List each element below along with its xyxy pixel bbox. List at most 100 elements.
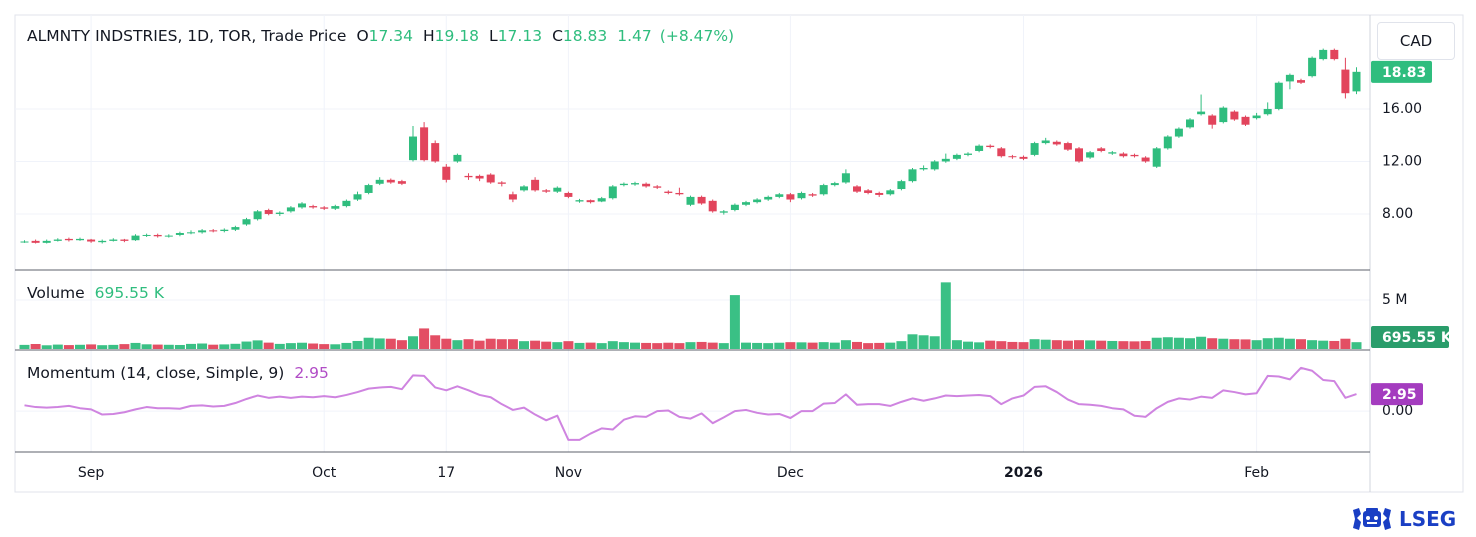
- volume-bar: [252, 340, 263, 349]
- candle-body: [1152, 148, 1161, 167]
- y-tick-label: 0.00: [1382, 403, 1413, 419]
- volume-bar: [463, 339, 474, 349]
- volume-bar: [396, 340, 407, 349]
- volume-bar: [863, 343, 874, 349]
- candle-body: [797, 192, 806, 199]
- candle-body: [442, 166, 451, 180]
- candle-body: [597, 198, 606, 202]
- candle-body: [575, 200, 584, 202]
- ohlc-value: 17.13: [497, 27, 543, 45]
- marks: [19, 48, 1362, 441]
- volume-bar: [1284, 338, 1295, 349]
- ohlc-letter: L: [489, 27, 498, 45]
- candle-body: [198, 230, 207, 233]
- volume-bar: [852, 341, 862, 349]
- x-tick-label: Oct: [312, 465, 337, 481]
- candle-body: [497, 182, 506, 184]
- candle-body: [286, 207, 295, 212]
- volume-bar: [840, 340, 851, 349]
- candle-body: [1086, 152, 1095, 158]
- volume-bar: [274, 343, 285, 349]
- candle-body: [164, 235, 173, 237]
- candle-body: [187, 232, 195, 234]
- volume-bar: [641, 342, 652, 349]
- momentum-title: Momentum (14, close, Simple, 9): [27, 364, 285, 382]
- candle-body: [997, 148, 1006, 157]
- candle-body: [1330, 49, 1339, 60]
- y-tick-label: 5 M: [1382, 292, 1407, 308]
- candle-body: [131, 235, 140, 241]
- candle-body: [386, 179, 395, 183]
- volume-bar: [674, 343, 685, 349]
- candle-body: [1219, 107, 1228, 123]
- candle-body: [819, 185, 828, 195]
- candle-body: [64, 238, 73, 241]
- logo: LSEG: [1351, 506, 1456, 532]
- candle-body: [1308, 57, 1317, 77]
- candle-body: [1130, 154, 1139, 157]
- candle-body: [420, 127, 429, 161]
- candle-body: [764, 196, 773, 200]
- volume-bar: [618, 342, 629, 349]
- ohlc-letter: H: [423, 27, 435, 45]
- volume-bar: [574, 342, 585, 349]
- candle-body: [853, 186, 861, 192]
- candle-body: [1075, 148, 1083, 162]
- candle-body: [1285, 74, 1294, 82]
- candle-body: [986, 145, 995, 148]
- volume-bar: [52, 344, 63, 349]
- volume-bar: [441, 338, 452, 349]
- volume-bar: [1196, 336, 1207, 349]
- candle-body: [464, 175, 473, 178]
- volume-bar: [1218, 338, 1229, 349]
- volume-bar: [352, 340, 363, 349]
- candle-body: [331, 206, 340, 209]
- volume-bar: [1007, 341, 1018, 349]
- candle-body: [120, 239, 129, 241]
- candle-body: [76, 238, 84, 241]
- ohlc-value: 17.34: [368, 27, 414, 45]
- candle-body: [786, 194, 795, 200]
- currency-button[interactable]: CAD: [1377, 22, 1455, 60]
- candle-body: [1052, 141, 1061, 145]
- candle-body: [1174, 128, 1183, 137]
- volume-value: 695.55 K: [94, 284, 164, 302]
- volume-bar: [86, 344, 97, 349]
- volume-bar: [496, 339, 507, 349]
- y-tick-label: 12.00: [1382, 153, 1422, 169]
- candle-body: [875, 192, 884, 195]
- volume-bar: [374, 338, 385, 349]
- candle-body: [1352, 71, 1361, 92]
- candle-body: [908, 169, 917, 182]
- volume-bar: [1240, 339, 1251, 349]
- volume-bar: [785, 342, 796, 349]
- volume-bar: [541, 341, 552, 349]
- candle-body: [675, 192, 684, 195]
- volume-bar: [130, 342, 141, 349]
- candle-body: [1263, 108, 1272, 115]
- volume-bar: [607, 341, 618, 349]
- candle-body: [520, 186, 528, 191]
- candle-body: [930, 161, 939, 170]
- candle-body: [342, 200, 351, 207]
- candle-body: [375, 179, 384, 184]
- momentum-legend: Momentum (14, close, Simple, 9) 2.95: [27, 364, 329, 382]
- candle-body: [753, 199, 762, 203]
- candle-body: [975, 145, 984, 151]
- ohlc-letter: C: [552, 27, 563, 45]
- x-tick-label: Feb: [1244, 465, 1269, 481]
- last-volume-label: 695.55 K: [1382, 330, 1453, 346]
- candle-body: [431, 143, 440, 162]
- volume-bar: [1040, 339, 1051, 349]
- candle-body: [353, 194, 362, 200]
- ohlc-value: 18.83: [562, 27, 608, 45]
- candle-body: [453, 154, 462, 162]
- candle-body: [1141, 157, 1150, 162]
- volume-bar: [707, 342, 718, 349]
- candle-body: [1297, 80, 1305, 83]
- volume-bar: [1318, 340, 1329, 349]
- candle-body: [1241, 116, 1250, 125]
- volume-bar: [419, 328, 430, 349]
